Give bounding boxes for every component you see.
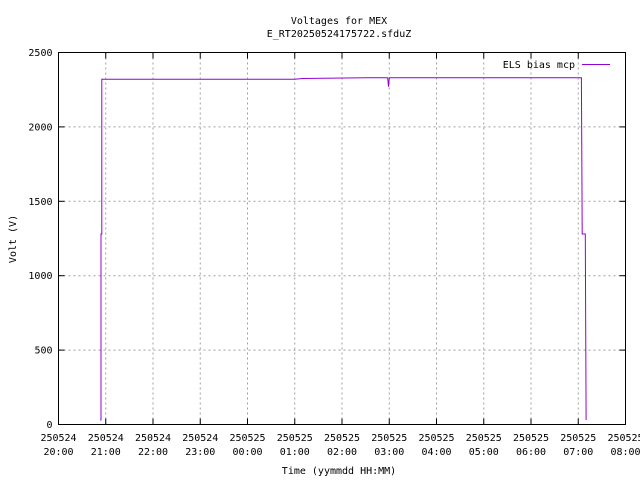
y-tick-label: 2000 [28,122,52,133]
x-tick-label-date: 250524 [40,433,76,444]
x-tick-label-date: 250525 [418,433,454,444]
y-tick-label: 500 [34,346,52,357]
x-tick-label-time: 08:00 [610,447,640,458]
x-tick-label-date: 250525 [513,433,549,444]
legend-label: ELS bias mcp [503,60,575,71]
y-tick-label: 1500 [28,197,52,208]
x-tick-label-time: 06:00 [516,447,546,458]
y-tick-label: 1000 [28,271,52,282]
x-tick-label-date: 250525 [607,433,640,444]
x-tick-label-date: 250525 [229,433,265,444]
y-tick-label: 0 [46,420,52,431]
series-line [100,77,587,421]
x-tick-label-date: 250524 [182,433,218,444]
x-tick-label-time: 00:00 [232,447,262,458]
x-tick-label-date: 250525 [277,433,313,444]
grid [58,52,626,425]
x-tick-label-date: 250525 [324,433,360,444]
x-tick-label-time: 01:00 [280,447,310,458]
axis-ticks: 0 500 1000 1500 2000 2500 250524 20:00 250524 21:… [28,48,640,458]
x-tick-label-time: 20:00 [43,447,73,458]
chart-title: Voltages for MEX [291,16,387,27]
x-tick-label-date: 250524 [88,433,124,444]
x-tick-label-time: 05:00 [469,447,499,458]
y-tick-label: 2500 [28,48,52,59]
x-tick-label-date: 250525 [371,433,407,444]
x-tick-label-date: 250525 [560,433,596,444]
x-tick-label-time: 03:00 [374,447,404,458]
x-tick-label-date: 250525 [466,433,502,444]
x-tick-label-time: 07:00 [563,447,593,458]
x-tick-label-date: 250524 [135,433,171,444]
x-tick-label-time: 02:00 [327,447,357,458]
x-axis-label: Time (yymmdd HH:MM) [282,466,396,477]
x-tick-label-time: 04:00 [421,447,451,458]
chart-subtitle: E_RT20250524175722.sfduZ [267,29,412,40]
y-axis-label: Volt (V) [8,215,19,263]
x-tick-label-time: 22:00 [138,447,168,458]
x-tick-label-time: 21:00 [91,447,121,458]
series-layer [100,77,587,421]
legend: ELS bias mcp [503,60,610,71]
x-tick-label-time: 23:00 [185,447,215,458]
